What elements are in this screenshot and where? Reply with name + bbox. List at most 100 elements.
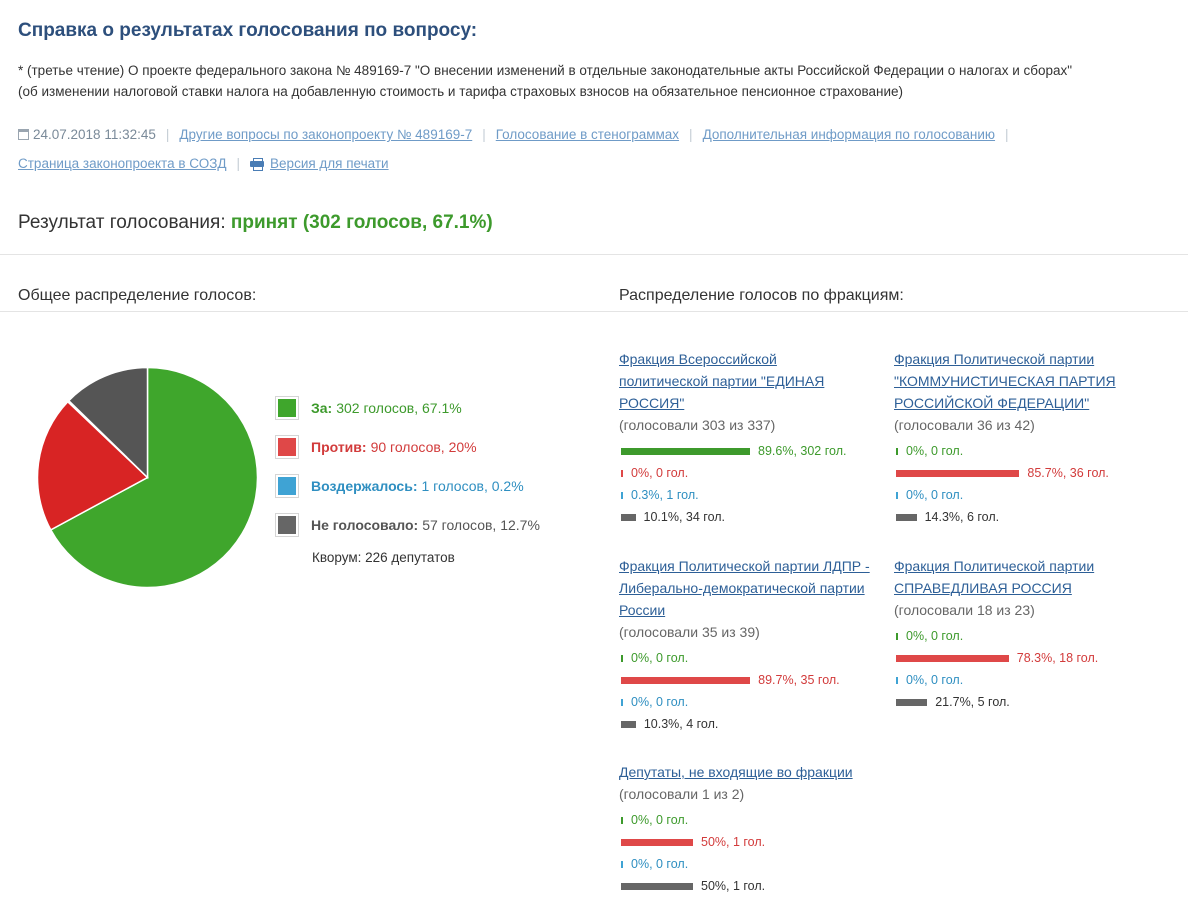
fraction-card: Депутаты, не входящие во фракции (голосов… <box>619 761 889 897</box>
question-text: * (третье чтение) О проекте федерального… <box>18 60 1188 102</box>
result-label: Результат голосования: <box>18 212 226 233</box>
bar-value: 0%, 0 гол. <box>631 813 689 827</box>
calendar-icon <box>18 129 29 140</box>
bar-abst <box>621 698 623 706</box>
bar-against <box>896 654 1009 662</box>
bar-value: 0%, 0 гол. <box>631 651 689 665</box>
bar-value: 10.3%, 4 гол. <box>643 717 719 731</box>
fraction-link[interactable]: Фракция Всероссийской политической парти… <box>619 351 825 411</box>
fraction-voted-count: (голосовали 36 из 42) <box>894 417 1035 433</box>
fraction-card: Фракция Политической партии СПРАВЕДЛИВАЯ… <box>894 555 1154 713</box>
bar-row-none: 21.7%, 5 гол. <box>894 691 1154 713</box>
bar-none <box>621 720 636 728</box>
bar-row-for: 0%, 0 гол. <box>619 647 884 669</box>
bar-for <box>621 447 751 455</box>
bar-value: 21.7%, 5 гол. <box>935 695 1010 709</box>
bar-for <box>621 654 623 662</box>
bar-none <box>896 513 917 521</box>
bar-row-for: 0%, 0 гол. <box>619 809 889 831</box>
fraction-link[interactable]: Депутаты, не входящие во фракции <box>619 764 853 780</box>
legend-label: За: <box>311 399 333 416</box>
bar-value: 0%, 0 гол. <box>631 466 689 480</box>
result-value: принят (302 голосов, 67.1%) <box>230 212 493 233</box>
bar-for <box>896 447 898 455</box>
bar-row-none: 10.3%, 4 гол. <box>619 713 884 735</box>
fraction-card: Фракция Политической партии ЛДПР - Либер… <box>619 555 884 735</box>
legend-label: Воздержалось: <box>311 477 418 494</box>
bar-against <box>621 838 693 846</box>
fraction-voted-count: (голосовали 18 из 23) <box>894 602 1035 618</box>
bar-value: 0%, 0 гол. <box>631 857 689 871</box>
vote-pie-chart <box>37 367 258 588</box>
bar-against <box>621 676 751 684</box>
bar-abst <box>896 491 898 499</box>
pie-slice-4[interactable] <box>67 367 149 480</box>
fraction-link[interactable]: Фракция Политической партии ЛДПР - Либер… <box>619 558 870 618</box>
bar-for <box>896 632 898 640</box>
bar-row-abst: 0%, 0 гол. <box>894 484 1154 506</box>
pie-slice-2[interactable] <box>37 400 149 531</box>
question-line-2: (об изменении налоговой ставки налога на… <box>18 84 904 99</box>
bar-abst <box>621 860 623 868</box>
bar-against <box>621 469 623 477</box>
legend-for: За: 302 голосов, 67.1% <box>275 388 585 427</box>
bar-row-none: 10.1%, 34 гол. <box>619 506 869 528</box>
printer-icon <box>250 158 265 171</box>
bar-row-against: 50%, 1 гол. <box>619 831 889 853</box>
bar-abst <box>896 676 898 684</box>
divider <box>0 311 1188 312</box>
bar-value: 0%, 0 гол. <box>906 488 964 502</box>
fraction-voted-count: (голосовали 35 из 39) <box>619 624 760 640</box>
bar-abst <box>621 491 623 499</box>
pie-legend: За: 302 голосов, 67.1% Против: 90 голосов, … <box>275 388 585 565</box>
legend-value: 302 голосов, 67.1% <box>336 399 462 416</box>
legend-not-voted: Не голосовало: 57 голосов, 12.7% <box>275 505 585 544</box>
legend-label: Не голосовало: <box>311 516 419 533</box>
bar-row-abst: 0%, 0 гол. <box>619 691 884 713</box>
bar-none <box>896 698 928 706</box>
sozd-page-link[interactable]: Страница законопроекта в СОЗД <box>18 156 227 171</box>
bar-none <box>621 513 636 521</box>
bar-value: 0%, 0 гол. <box>906 629 964 643</box>
print-version-link[interactable]: Версия для печати <box>270 156 389 171</box>
legend-against: Против: 90 голосов, 20% <box>275 427 585 466</box>
bar-row-none: 50%, 1 гол. <box>619 875 889 897</box>
legend-swatch <box>275 473 299 498</box>
bar-row-for: 0%, 0 гол. <box>894 625 1154 647</box>
bar-row-for: 0%, 0 гол. <box>894 440 1154 462</box>
bar-value: 50%, 1 гол. <box>701 835 766 849</box>
voting-result: Результат голосования: принят (302 голос… <box>18 212 493 234</box>
fractions-title: Распределение голосов по фракциям: <box>619 287 904 304</box>
bar-value: 89.6%, 302 гол. <box>758 444 847 458</box>
separator: | <box>689 127 693 142</box>
bar-value: 14.3%, 6 гол. <box>924 510 1000 524</box>
bar-value: 0%, 0 гол. <box>631 695 689 709</box>
fraction-link[interactable]: Фракция Политической партии СПРАВЕДЛИВАЯ… <box>894 558 1095 596</box>
bar-value: 0%, 0 гол. <box>906 444 964 458</box>
bar-row-abst: 0%, 0 гол. <box>894 669 1154 691</box>
bar-against <box>896 469 1020 477</box>
page-title: Справка о результатах голосования по воп… <box>18 20 478 41</box>
additional-info-link[interactable]: Дополнительная информация по голосованию <box>702 127 996 142</box>
overall-title: Общее распределение голосов: <box>18 287 257 304</box>
bar-value: 89.7%, 35 гол. <box>758 673 840 687</box>
separator: | <box>236 156 241 171</box>
other-questions-link[interactable]: Другие вопросы по законопроекту № 489169… <box>179 127 473 142</box>
bar-value: 78.3%, 18 гол. <box>1016 651 1099 665</box>
pie-slice-1[interactable] <box>49 367 258 588</box>
bar-for <box>621 816 623 824</box>
bar-row-for: 89.6%, 302 гол. <box>619 440 869 462</box>
divider <box>0 254 1188 255</box>
fraction-voted-count: (голосовали 1 из 2) <box>619 786 745 802</box>
separator: | <box>482 127 486 142</box>
fraction-voted-count: (голосовали 303 из 337) <box>619 417 776 433</box>
separator: | <box>165 127 170 142</box>
transcripts-link[interactable]: Голосование в стенограммах <box>495 127 680 142</box>
meta-links: 24.07.2018 11:32:45 | Другие вопросы по за… <box>18 120 1188 178</box>
bar-value: 85.7%, 36 гол. <box>1027 466 1109 480</box>
question-line-1: * (третье чтение) О проекте федерального… <box>18 63 1073 78</box>
fraction-link[interactable]: Фракция Политической партии "КОММУНИСТИЧ… <box>894 351 1116 411</box>
legend-value: 90 голосов, 20% <box>370 438 477 455</box>
datetime: 24.07.2018 11:32:45 <box>18 127 156 142</box>
legend-value: 57 голосов, 12.7% <box>422 516 540 533</box>
